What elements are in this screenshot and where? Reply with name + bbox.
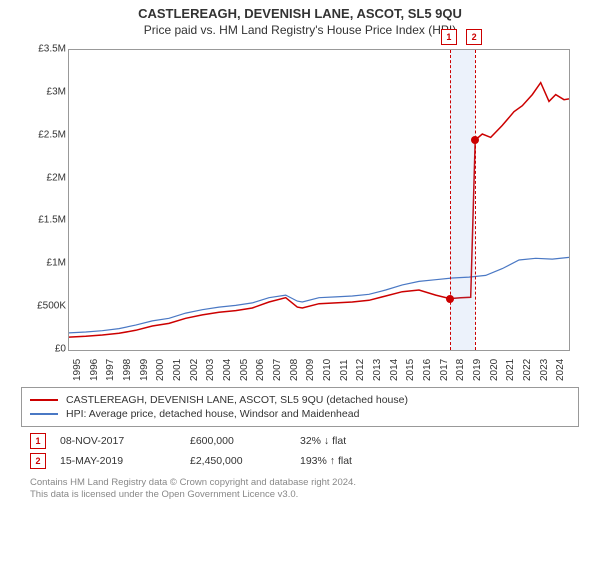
x-tick-label: 2010: [322, 359, 333, 381]
plot-area: [68, 49, 570, 351]
sale-vline: [475, 50, 476, 350]
sale-dot: [471, 136, 479, 144]
x-tick-label: 1999: [139, 359, 150, 381]
series-line: [69, 257, 569, 333]
x-tick-label: 2006: [255, 359, 266, 381]
x-tick-label: 2008: [289, 359, 300, 381]
legend-label-hpi: HPI: Average price, detached house, Wind…: [66, 408, 359, 420]
x-tick-label: 2021: [505, 359, 516, 381]
sale-change-2: 193% ↑ flat: [300, 455, 420, 467]
sale-marker-2: 2: [30, 453, 46, 469]
y-tick-label: £2.5M: [26, 129, 66, 140]
sale-marker-box: 1: [441, 29, 457, 45]
x-tick-label: 2000: [155, 359, 166, 381]
series-line: [69, 83, 569, 338]
x-tick-label: 2004: [222, 359, 233, 381]
x-tick-label: 2003: [205, 359, 216, 381]
legend-label-property: CASTLEREAGH, DEVENISH LANE, ASCOT, SL5 9…: [66, 394, 408, 406]
sale-interval-band: [450, 50, 475, 350]
sale-row-2: 2 15-MAY-2019 £2,450,000 193% ↑ flat: [30, 451, 570, 471]
x-tick-label: 2023: [539, 359, 550, 381]
x-tick-label: 2018: [455, 359, 466, 381]
footer-line1: Contains HM Land Registry data © Crown c…: [30, 477, 570, 489]
footer-line2: This data is licensed under the Open Gov…: [30, 489, 570, 501]
x-tick-label: 2016: [422, 359, 433, 381]
legend-item-hpi: HPI: Average price, detached house, Wind…: [30, 408, 570, 420]
x-tick-label: 2017: [439, 359, 450, 381]
x-tick-label: 2002: [189, 359, 200, 381]
sales-table: 1 08-NOV-2017 £600,000 32% ↓ flat 2 15-M…: [30, 431, 570, 471]
sale-change-1: 32% ↓ flat: [300, 435, 420, 447]
sale-dot: [446, 295, 454, 303]
legend-swatch-hpi: [30, 413, 58, 415]
legend-item-property: CASTLEREAGH, DEVENISH LANE, ASCOT, SL5 9…: [30, 394, 570, 406]
y-tick-label: £3M: [26, 86, 66, 97]
y-tick-label: £0: [26, 344, 66, 355]
sale-date-1: 08-NOV-2017: [60, 435, 190, 447]
plot-svg: [69, 50, 569, 350]
x-tick-label: 2015: [405, 359, 416, 381]
sale-marker-1: 1: [30, 433, 46, 449]
y-tick-label: £500K: [26, 301, 66, 312]
x-tick-label: 2001: [172, 359, 183, 381]
y-tick-label: £1M: [26, 258, 66, 269]
x-tick-label: 2024: [555, 359, 566, 381]
x-tick-label: 2014: [389, 359, 400, 381]
chart-title: CASTLEREAGH, DEVENISH LANE, ASCOT, SL5 9…: [0, 6, 600, 21]
sale-marker-box: 2: [466, 29, 482, 45]
legend-box: CASTLEREAGH, DEVENISH LANE, ASCOT, SL5 9…: [21, 387, 579, 427]
x-tick-label: 1996: [89, 359, 100, 381]
chart-subtitle: Price paid vs. HM Land Registry's House …: [0, 23, 600, 37]
sale-date-2: 15-MAY-2019: [60, 455, 190, 467]
y-tick-label: £1.5M: [26, 215, 66, 226]
x-tick-label: 2007: [272, 359, 283, 381]
x-tick-label: 1995: [72, 359, 83, 381]
sale-vline: [450, 50, 451, 350]
x-tick-label: 2022: [522, 359, 533, 381]
y-tick-label: £3.5M: [26, 44, 66, 55]
legend-swatch-property: [30, 399, 58, 401]
x-tick-label: 1997: [105, 359, 116, 381]
sale-row-1: 1 08-NOV-2017 £600,000 32% ↓ flat: [30, 431, 570, 451]
x-tick-label: 2005: [239, 359, 250, 381]
x-tick-label: 2012: [355, 359, 366, 381]
x-tick-label: 2009: [305, 359, 316, 381]
footer-attribution: Contains HM Land Registry data © Crown c…: [30, 477, 570, 502]
x-tick-label: 2020: [489, 359, 500, 381]
y-tick-label: £2M: [26, 172, 66, 183]
chart-container: £0 £500K £1M £1.5M £2M £2.5M £3M £3.5M 1995 1996 1…: [20, 41, 580, 381]
sale-price-2: £2,450,000: [190, 455, 300, 467]
x-tick-label: 1998: [122, 359, 133, 381]
x-tick-label: 2013: [372, 359, 383, 381]
x-tick-label: 2019: [472, 359, 483, 381]
x-tick-label: 2011: [339, 359, 350, 381]
sale-price-1: £600,000: [190, 435, 300, 447]
